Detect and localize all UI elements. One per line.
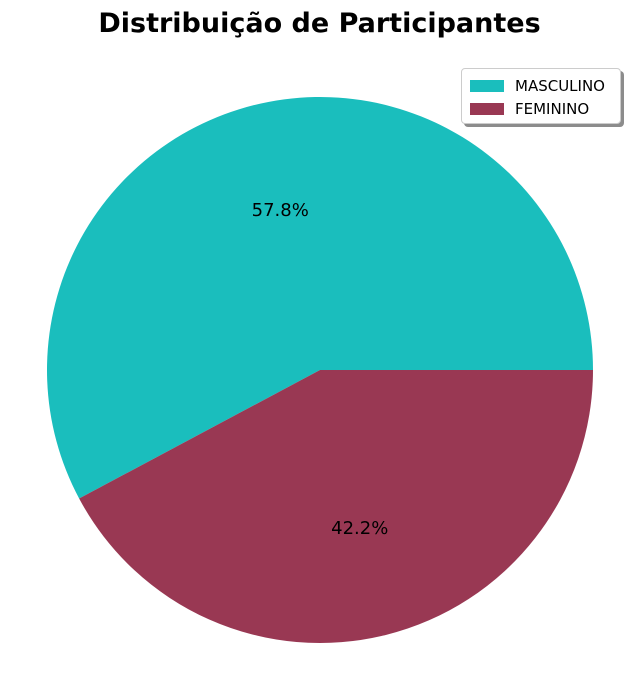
pie-label-masculino: 57.8%	[252, 200, 309, 221]
pie-labels: 57.8% 42.2%	[252, 200, 389, 539]
legend-label-feminino: FEMININO	[515, 100, 590, 118]
legend: MASCULINO FEMININO	[461, 68, 621, 124]
pie-slice-feminino	[79, 370, 593, 643]
chart-title: Distribuição de Participantes	[98, 8, 541, 39]
legend-item-masculino: MASCULINO	[470, 75, 605, 97]
legend-label-masculino: MASCULINO	[515, 77, 605, 95]
legend-item-feminino: FEMININO	[470, 98, 589, 120]
pie-slices	[46, 96, 593, 643]
legend-swatch-masculino	[470, 80, 504, 92]
legend-swatch-feminino	[470, 103, 504, 115]
pie-slice-masculino	[46, 96, 593, 499]
pie-label-feminino: 42.2%	[331, 518, 388, 539]
